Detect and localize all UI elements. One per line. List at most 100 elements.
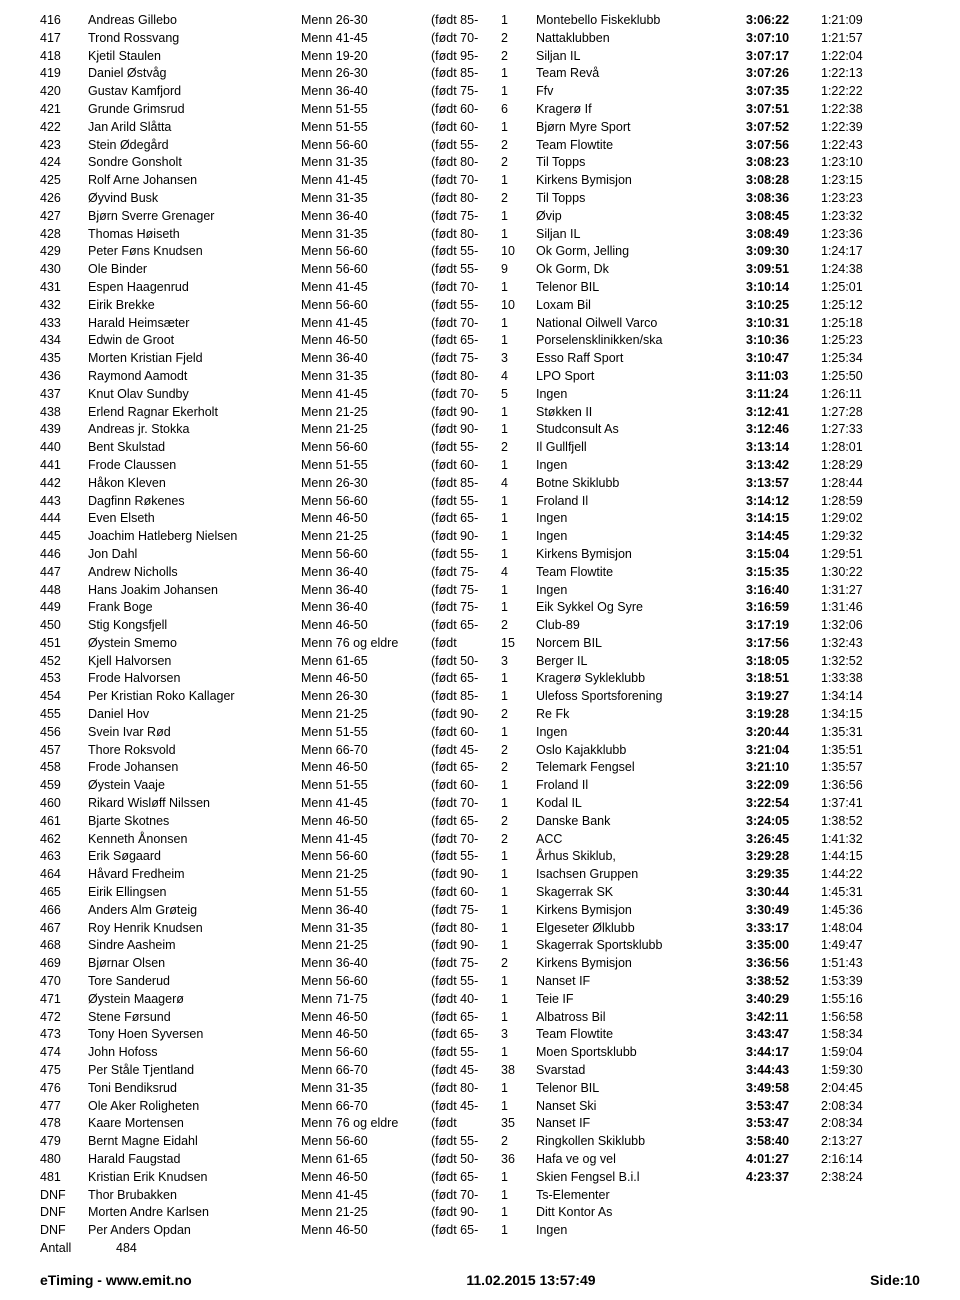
table-row: 443Dagfinn RøkenesMenn 56-60(født 55-1Fr… <box>40 493 920 511</box>
cell-time2: 1:35:57 <box>821 759 881 777</box>
cell-time2: 1:28:01 <box>821 439 881 457</box>
table-row: 417Trond RossvangMenn 41-45(født 70-2Nat… <box>40 30 920 48</box>
cell-place: 420 <box>40 83 88 101</box>
cell-born: (født 65- <box>431 813 501 831</box>
cell-place: 421 <box>40 101 88 119</box>
cell-num: 2 <box>501 1133 536 1151</box>
cell-club: Froland Il <box>536 493 746 511</box>
table-row: DNFThor BrubakkenMenn 41-45(født 70-1Ts-… <box>40 1187 920 1205</box>
cell-place: 432 <box>40 297 88 315</box>
cell-name: Ole Binder <box>88 261 301 279</box>
cell-num: 2 <box>501 154 536 172</box>
cell-time2: 1:28:44 <box>821 475 881 493</box>
cell-time1: 3:07:26 <box>746 65 821 83</box>
cell-born: (født 75- <box>431 564 501 582</box>
cell-place: 419 <box>40 65 88 83</box>
cell-name: Roy Henrik Knudsen <box>88 920 301 938</box>
cell-category: Menn 46-50 <box>301 1026 431 1044</box>
cell-num: 2 <box>501 190 536 208</box>
cell-num: 1 <box>501 582 536 600</box>
cell-time2: 1:38:52 <box>821 813 881 831</box>
cell-time1: 3:13:14 <box>746 439 821 457</box>
cell-time1: 3:38:52 <box>746 973 821 991</box>
cell-club: Loxam Bil <box>536 297 746 315</box>
cell-name: Hans Joakim Johansen <box>88 582 301 600</box>
cell-num: 1 <box>501 991 536 1009</box>
cell-name: Joachim Hatleberg Nielsen <box>88 528 301 546</box>
cell-category: Menn 56-60 <box>301 137 431 155</box>
table-row: 453Frode HalvorsenMenn 46-50(født 65-1Kr… <box>40 670 920 688</box>
cell-name: Sondre Gonsholt <box>88 154 301 172</box>
cell-place: 422 <box>40 119 88 137</box>
total-label: Antall <box>40 1240 116 1258</box>
table-row: 478Kaare MortensenMenn 76 og eldre(født3… <box>40 1115 920 1133</box>
cell-born: (født 75- <box>431 955 501 973</box>
cell-born: (født 90- <box>431 937 501 955</box>
cell-name: Bent Skulstad <box>88 439 301 457</box>
cell-name: Sindre Aasheim <box>88 937 301 955</box>
cell-name: Stig Kongsfjell <box>88 617 301 635</box>
cell-born: (født 55- <box>431 848 501 866</box>
cell-category: Menn 21-25 <box>301 1204 431 1222</box>
cell-place: 451 <box>40 635 88 653</box>
cell-club: Froland Il <box>536 777 746 795</box>
cell-category: Menn 66-70 <box>301 1098 431 1116</box>
cell-born: (født 95- <box>431 48 501 66</box>
cell-club: Norcem BIL <box>536 635 746 653</box>
cell-place: 428 <box>40 226 88 244</box>
cell-name: Daniel Hov <box>88 706 301 724</box>
total-value: 484 <box>116 1240 137 1258</box>
cell-born: (født <box>431 635 501 653</box>
cell-place: 433 <box>40 315 88 333</box>
cell-club: Ditt Kontor As <box>536 1204 746 1222</box>
cell-time1: 3:18:05 <box>746 653 821 671</box>
cell-place: 448 <box>40 582 88 600</box>
table-row: 444Even ElsethMenn 46-50(født 65-1Ingen3… <box>40 510 920 528</box>
cell-num: 1 <box>501 670 536 688</box>
cell-category: Menn 36-40 <box>301 582 431 600</box>
cell-time2: 2:13:27 <box>821 1133 881 1151</box>
cell-time1: 3:22:09 <box>746 777 821 795</box>
cell-born: (født 55- <box>431 546 501 564</box>
table-row: 475Per Ståle TjentlandMenn 66-70(født 45… <box>40 1062 920 1080</box>
cell-num: 1 <box>501 848 536 866</box>
cell-place: 431 <box>40 279 88 297</box>
cell-category: Menn 51-55 <box>301 724 431 742</box>
cell-time2: 1:59:04 <box>821 1044 881 1062</box>
cell-time2: 1:24:38 <box>821 261 881 279</box>
cell-club: Til Topps <box>536 154 746 172</box>
cell-time2: 1:49:47 <box>821 937 881 955</box>
table-row: 456Svein Ivar RødMenn 51-55(født 60-1Ing… <box>40 724 920 742</box>
cell-time2: 1:33:38 <box>821 670 881 688</box>
cell-time1: 3:08:23 <box>746 154 821 172</box>
cell-born: (født 45- <box>431 1062 501 1080</box>
cell-name: Stein Ødegård <box>88 137 301 155</box>
cell-num: 35 <box>501 1115 536 1133</box>
cell-place: 445 <box>40 528 88 546</box>
cell-name: Rikard Wisløff Nilssen <box>88 795 301 813</box>
cell-num: 4 <box>501 475 536 493</box>
table-row: 424Sondre GonsholtMenn 31-35(født 80-2Ti… <box>40 154 920 172</box>
cell-category: Menn 56-60 <box>301 261 431 279</box>
cell-category: Menn 41-45 <box>301 30 431 48</box>
cell-place: 434 <box>40 332 88 350</box>
table-row: 436Raymond AamodtMenn 31-35(født 80-4LPO… <box>40 368 920 386</box>
cell-num: 6 <box>501 101 536 119</box>
cell-time2: 1:29:51 <box>821 546 881 564</box>
cell-time1: 3:10:25 <box>746 297 821 315</box>
cell-time2: 1:32:43 <box>821 635 881 653</box>
cell-place: 466 <box>40 902 88 920</box>
cell-club: National Oilwell Varco <box>536 315 746 333</box>
table-row: 425Rolf Arne JohansenMenn 41-45(født 70-… <box>40 172 920 190</box>
cell-category: Menn 21-25 <box>301 421 431 439</box>
cell-time2: 1:23:36 <box>821 226 881 244</box>
cell-category: Menn 51-55 <box>301 119 431 137</box>
cell-born: (født 40- <box>431 991 501 1009</box>
table-row: 433Harald HeimsæterMenn 41-45(født 70-1N… <box>40 315 920 333</box>
cell-club: Skagerrak SK <box>536 884 746 902</box>
cell-club: Ok Gorm, Dk <box>536 261 746 279</box>
cell-born: (født <box>431 1115 501 1133</box>
cell-name: Frode Halvorsen <box>88 670 301 688</box>
table-row: 455Daniel HovMenn 21-25(født 90-2Re Fk3:… <box>40 706 920 724</box>
cell-time2: 1:29:32 <box>821 528 881 546</box>
